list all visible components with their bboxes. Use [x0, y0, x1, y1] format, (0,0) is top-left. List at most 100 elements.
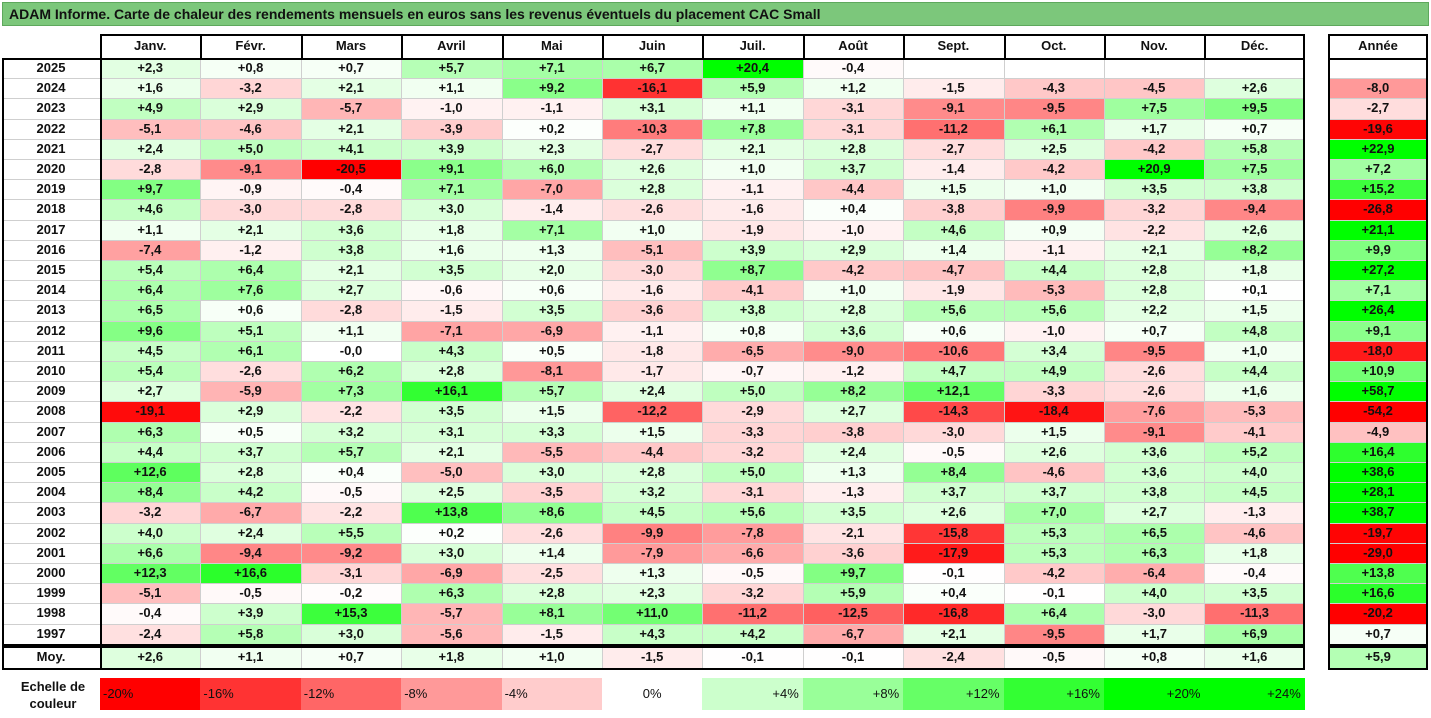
grid-line — [1104, 645, 1105, 668]
heatmap-cell: -3,6 — [802, 542, 904, 563]
heatmap-cell: +8,2 — [802, 381, 904, 402]
grid-line — [501, 58, 503, 644]
year-label: 2018 — [36, 201, 66, 217]
heatmap-cell: +3,8 — [702, 300, 803, 321]
year-label: 2003 — [36, 504, 66, 520]
heatmap-cell: +2,1 — [300, 78, 402, 99]
heatmap-cell: +5,4 — [100, 361, 201, 382]
annual-cell: +28,1 — [1328, 482, 1428, 503]
average-cell: +2,6 — [100, 645, 201, 668]
heatmap-cell: +0,4 — [903, 583, 1004, 604]
heatmap-cell: +3,3 — [501, 421, 602, 442]
heatmap-cell: +3,5 — [501, 300, 602, 321]
heatmap-cell: +7,5 — [1204, 159, 1305, 180]
heatmap-cell: +1,2 — [802, 78, 904, 99]
heatmap-cell: +1,1 — [300, 320, 402, 341]
heatmap-cell: -6,7 — [200, 502, 301, 523]
annual-cell: +38,6 — [1328, 462, 1428, 483]
table-border — [1328, 645, 1330, 668]
heatmap-cell: -4,5 — [1104, 78, 1205, 99]
color-scale-swatch: -12% — [300, 678, 402, 710]
heatmap-cell: +6,4 — [200, 260, 301, 281]
heatmap-cell: -7,0 — [501, 179, 602, 200]
heatmap-cell: +0,8 — [200, 58, 301, 79]
average-cell: +1,1 — [200, 645, 301, 668]
color-scale-swatch: -4% — [501, 678, 602, 710]
heatmap-cell: +0,7 — [300, 58, 402, 79]
heatmap-cell: -5,0 — [401, 462, 502, 483]
heatmap-cell: -10,3 — [602, 118, 703, 139]
grid-line — [2, 441, 1305, 443]
heatmap-cell: +2,8 — [602, 179, 703, 200]
annual-cell: +16,6 — [1328, 583, 1428, 604]
grid-line — [2, 462, 1305, 463]
table-border — [1426, 645, 1428, 668]
grid-line — [802, 645, 804, 668]
grid-line — [501, 645, 503, 668]
heatmap-cell: -2,8 — [300, 300, 402, 321]
heatmap-cell: +5,6 — [1003, 300, 1104, 321]
annual-cell — [1328, 58, 1428, 79]
color-scale-swatch: +16% — [1003, 678, 1104, 710]
table-border — [100, 58, 102, 644]
heatmap-cell: +2,8 — [1104, 260, 1205, 281]
heatmap-cell: +0,6 — [903, 320, 1004, 341]
heatmap-cell: -7,4 — [100, 239, 201, 260]
heatmap-cell — [1104, 58, 1205, 79]
year-label: 2015 — [36, 262, 66, 277]
table-border — [1328, 34, 1428, 36]
year-label: 2002 — [36, 524, 66, 540]
month-header: Févr. — [200, 34, 301, 58]
heatmap-cell: +3,8 — [300, 239, 402, 260]
grid-line — [2, 78, 1305, 80]
heatmap-cell: -4,6 — [200, 118, 301, 139]
heatmap-cell: -7,8 — [702, 522, 803, 543]
heatmap-cell: +3,0 — [501, 462, 602, 483]
heatmap-cell: +3,7 — [802, 159, 904, 180]
heatmap-cell: +3,5 — [1204, 583, 1305, 604]
grid-line — [1328, 401, 1428, 403]
year-label: 2004 — [36, 484, 66, 500]
grid-line — [1328, 280, 1428, 282]
grid-line — [2, 280, 1305, 282]
grid-line — [1328, 502, 1428, 504]
table-border — [1204, 34, 1207, 58]
grid-line — [300, 58, 302, 644]
heatmap-cell: +4,7 — [903, 361, 1004, 382]
year-label: 2005 — [36, 464, 66, 479]
heatmap-cell: -0,6 — [401, 280, 502, 301]
heatmap-cell: +1,6 — [1204, 381, 1305, 402]
table-border — [1328, 58, 1428, 60]
heatmap-cell: -3,0 — [1104, 603, 1205, 624]
heatmap-cell: +2,1 — [401, 441, 502, 462]
year-label: 2007 — [36, 423, 66, 439]
heatmap-cell: +9,7 — [802, 563, 904, 584]
heatmap-cell: +7,0 — [1003, 502, 1104, 523]
average-cell: -0,1 — [802, 645, 904, 668]
heatmap-cell: -0,4 — [100, 603, 201, 624]
heatmap-cell: +8,2 — [1204, 239, 1305, 260]
heatmap-cell: -2,1 — [802, 522, 904, 543]
grid-line — [1328, 583, 1428, 585]
heatmap-cell: -2,6 — [602, 199, 703, 220]
grid-line — [1328, 603, 1428, 605]
month-header: Juil. — [702, 34, 803, 58]
annual-cell: -19,7 — [1328, 522, 1428, 543]
heatmap-cell: -3,9 — [401, 118, 502, 139]
grid-line — [1104, 58, 1105, 644]
grid-line — [2, 502, 1305, 504]
heatmap-cell: -7,1 — [401, 320, 502, 341]
heatmap-cell: -2,6 — [1104, 361, 1205, 382]
heatmap-cell: +9,2 — [501, 78, 602, 99]
heatmap-cell: -2,8 — [300, 199, 402, 220]
heatmap-cell: -4,3 — [1003, 78, 1104, 99]
grid-line — [1328, 78, 1428, 80]
heatmap-cell — [903, 58, 1004, 79]
month-header: Oct. — [1003, 34, 1104, 58]
grid-line — [2, 138, 1305, 140]
heatmap-cell: -1,5 — [401, 300, 502, 321]
heatmap-cell: -12,5 — [802, 603, 904, 624]
heatmap-cell: -1,9 — [903, 280, 1004, 301]
heatmap-cell: +8,4 — [903, 462, 1004, 483]
heatmap-cell: -12,2 — [602, 401, 703, 422]
